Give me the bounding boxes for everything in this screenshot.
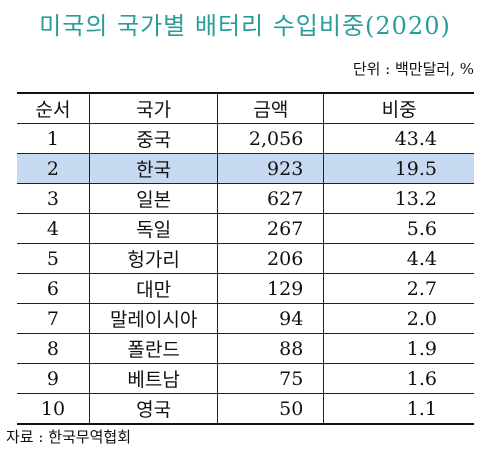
table-cell: 43.4 <box>323 123 474 154</box>
table-cell: 1 <box>17 123 90 154</box>
table-cell: 13.2 <box>323 183 474 214</box>
table-cell: 2.0 <box>323 303 474 334</box>
table-cell: 중국 <box>88 123 219 154</box>
table-cell: 923 <box>217 153 325 184</box>
table-cell: 4.4 <box>323 243 474 274</box>
table-cell: 129 <box>217 273 325 304</box>
table-cell: 2.7 <box>323 273 474 304</box>
table-cell: 1.1 <box>323 393 474 425</box>
table-cell: 2 <box>17 153 90 184</box>
table-row: 8 폴란드 88 1.9 <box>17 333 474 364</box>
table-cell: 10 <box>17 393 90 425</box>
column-header: 국가 <box>88 92 219 124</box>
table-cell: 8 <box>17 333 90 364</box>
column-header: 금액 <box>217 92 325 124</box>
table-cell: 267 <box>217 213 325 244</box>
table-cell: 50 <box>217 393 325 425</box>
table-cell: 75 <box>217 363 325 394</box>
table-cell: 독일 <box>88 213 219 244</box>
table-row: 7 말레이시아 94 2.0 <box>17 303 474 334</box>
table-cell: 4 <box>17 213 90 244</box>
table-cell: 베트남 <box>88 363 219 394</box>
table-cell: 94 <box>217 303 325 334</box>
table-row: 2 한국 923 19.5 <box>17 153 474 184</box>
table-cell: 3 <box>17 183 90 214</box>
column-header: 비중 <box>323 92 474 124</box>
table-cell: 6 <box>17 273 90 304</box>
table-row: 9 베트남 75 1.6 <box>17 363 474 394</box>
import-table: 순서 국가 금액 비중 1 중국 2,056 43.4 2 한국 923 19.5 3 일본 627 13.2… <box>17 92 474 425</box>
table-cell: 한국 <box>88 153 219 184</box>
table-cell: 88 <box>217 333 325 364</box>
table-cell: 대만 <box>88 273 219 304</box>
table-cell: 일본 <box>88 183 219 214</box>
table-row: 1 중국 2,056 43.4 <box>17 123 474 154</box>
table-cell: 말레이시아 <box>88 303 219 334</box>
table-row: 3 일본 627 13.2 <box>17 183 474 214</box>
table-cell: 206 <box>217 243 325 274</box>
unit-note: 단위 : 백만달러, % <box>352 60 474 78</box>
table-cell: 5.6 <box>323 213 474 244</box>
table-cell: 5 <box>17 243 90 274</box>
table-cell: 헝가리 <box>88 243 219 274</box>
table-cell: 9 <box>17 363 90 394</box>
table-cell: 627 <box>217 183 325 214</box>
table-cell: 2,056 <box>217 123 325 154</box>
table-cell: 1.6 <box>323 363 474 394</box>
title: 미국의 국가별 배터리 수입비중(2020) <box>39 12 451 40</box>
table-cell: 19.5 <box>323 153 474 184</box>
table-cell: 영국 <box>88 393 219 425</box>
source-note: 자료 : 한국무역협회 <box>6 428 131 446</box>
table-row: 5 헝가리 206 4.4 <box>17 243 474 274</box>
table-cell: 폴란드 <box>88 333 219 364</box>
table-row: 10 영국 50 1.1 <box>17 393 474 425</box>
table-cell: 1.9 <box>323 333 474 364</box>
header-row: 순서 국가 금액 비중 <box>17 92 474 124</box>
table-row: 4 독일 267 5.6 <box>17 213 474 244</box>
table-cell: 7 <box>17 303 90 334</box>
column-header: 순서 <box>17 92 90 124</box>
table-row: 6 대만 129 2.7 <box>17 273 474 304</box>
